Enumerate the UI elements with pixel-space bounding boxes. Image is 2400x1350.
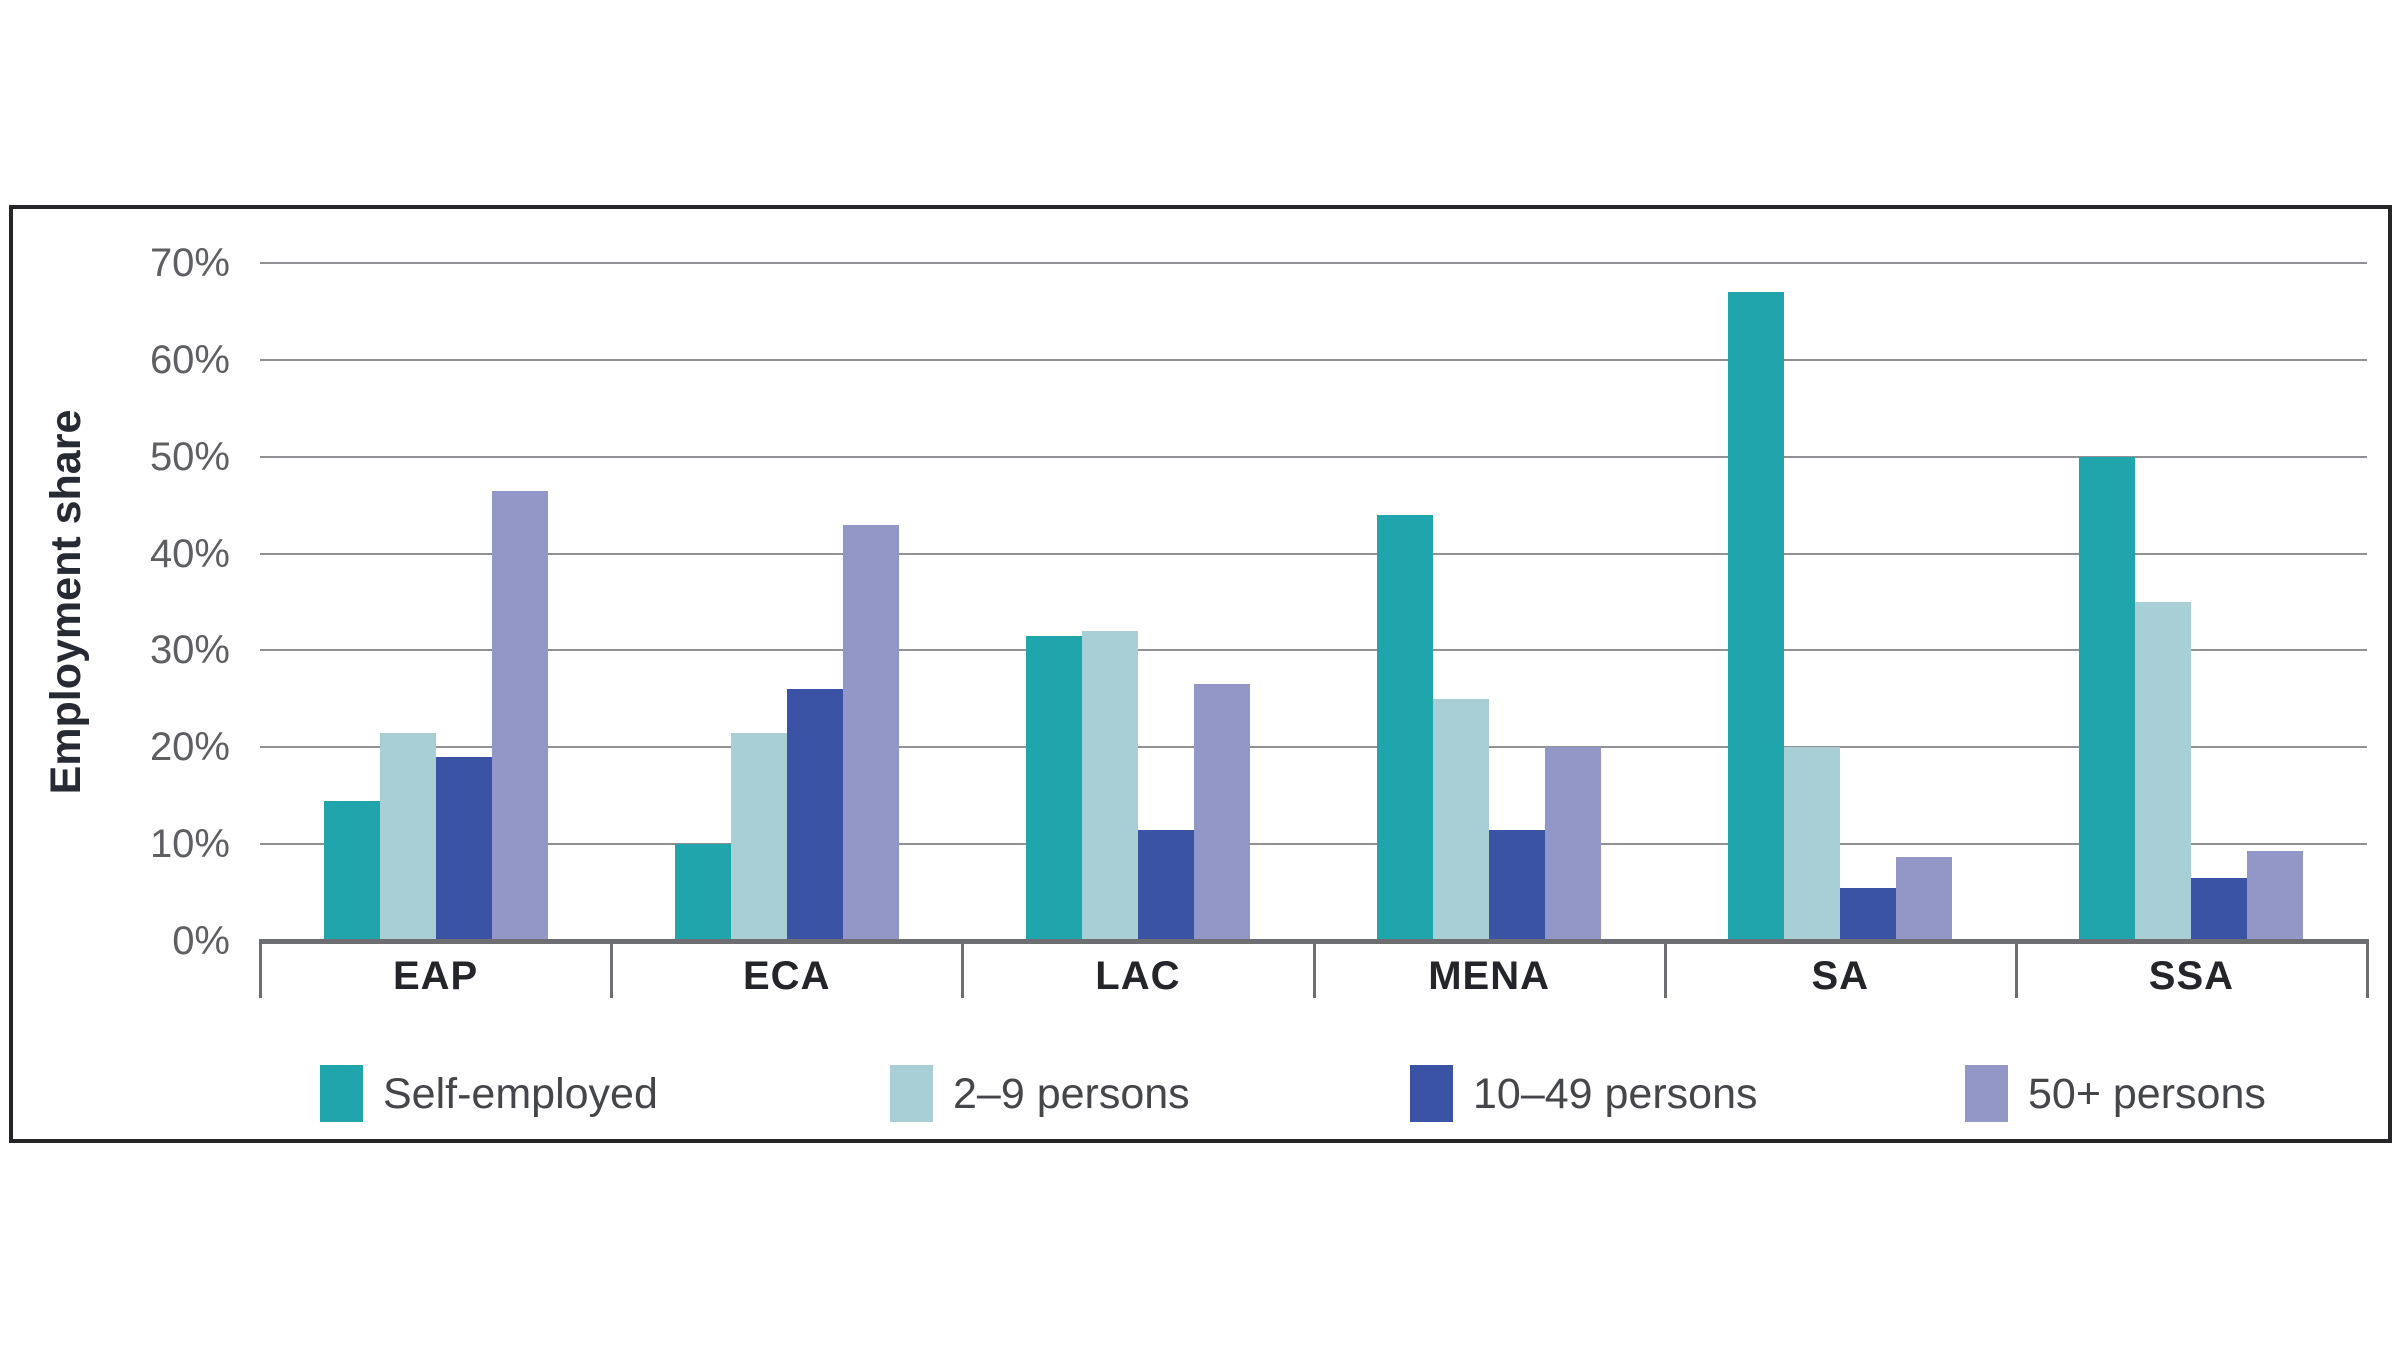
legend-label-2–9 persons: 2–9 persons bbox=[953, 1070, 1190, 1118]
x-category-label-SA: SA bbox=[1811, 954, 1870, 998]
y-tick-label-30%: 30% bbox=[149, 628, 230, 673]
legend-label-Self-employed: Self-employed bbox=[383, 1070, 658, 1118]
bar-EAP-10–49 persons bbox=[435, 756, 492, 941]
x-axis-group-divider bbox=[961, 939, 965, 998]
y-tick-label-70%: 70% bbox=[149, 241, 230, 285]
bar-SSA-Self-employed bbox=[2079, 456, 2136, 941]
gridline-40% bbox=[260, 552, 2367, 555]
y-axis-title: Employment share bbox=[42, 409, 90, 795]
gridline-10% bbox=[260, 843, 2367, 846]
y-tick-label-50%: 50% bbox=[149, 434, 230, 479]
bar-LAC-2–9 persons bbox=[1081, 631, 1138, 941]
bar-ECA-Self-employed bbox=[674, 844, 731, 941]
legend-swatch-10–49 persons bbox=[1410, 1065, 1453, 1122]
x-axis-group-divider bbox=[1663, 939, 1667, 998]
bar-MENA-10–49 persons bbox=[1489, 829, 1546, 941]
bar-ECA-2–9 persons bbox=[730, 732, 787, 941]
y-tick-label-60%: 60% bbox=[149, 337, 230, 382]
y-tick-label-10%: 10% bbox=[149, 822, 230, 867]
bar-MENA-50+ persons bbox=[1545, 747, 1602, 941]
gridline-30% bbox=[260, 649, 2367, 652]
bar-LAC-Self-employed bbox=[1025, 635, 1082, 941]
x-axis-group-divider bbox=[1312, 939, 1316, 998]
bar-EAP-2–9 persons bbox=[379, 732, 436, 941]
chart-panel-border bbox=[9, 205, 2392, 1143]
legend-label-10–49 persons: 10–49 persons bbox=[1473, 1070, 1758, 1118]
y-tick-label-40%: 40% bbox=[149, 531, 230, 576]
bar-SA-10–49 persons bbox=[1840, 887, 1897, 941]
bar-SSA-50+ persons bbox=[2247, 850, 2304, 941]
bar-SSA-2–9 persons bbox=[2135, 602, 2192, 941]
y-tick-label-0%: 0% bbox=[172, 919, 230, 963]
bar-MENA-2–9 persons bbox=[1433, 698, 1490, 941]
gridline-70% bbox=[260, 262, 2367, 264]
x-category-label-ECA: ECA bbox=[743, 954, 831, 998]
bar-SA-2–9 persons bbox=[1784, 747, 1841, 941]
bar-SA-50+ persons bbox=[1896, 856, 1953, 941]
bar-LAC-50+ persons bbox=[1193, 684, 1250, 941]
legend-swatch-50+ persons bbox=[1965, 1065, 2008, 1122]
x-category-label-EAP: EAP bbox=[392, 954, 479, 998]
x-axis-group-divider bbox=[610, 939, 614, 998]
bar-SA-Self-employed bbox=[1728, 292, 1785, 941]
bar-ECA-50+ persons bbox=[842, 524, 899, 941]
x-axis-group-divider bbox=[2014, 939, 2018, 998]
gridline-50% bbox=[260, 455, 2367, 458]
legend-label-50+ persons: 50+ persons bbox=[2028, 1070, 2266, 1118]
y-tick-label-20%: 20% bbox=[149, 725, 230, 770]
gridline-20% bbox=[260, 746, 2367, 749]
x-category-label-LAC: LAC bbox=[1095, 954, 1181, 998]
bar-LAC-10–49 persons bbox=[1137, 829, 1194, 941]
bar-EAP-Self-employed bbox=[323, 800, 380, 941]
legend-swatch-Self-employed bbox=[320, 1065, 363, 1122]
bar-SSA-10–49 persons bbox=[2191, 878, 2248, 941]
x-axis-group-divider bbox=[2366, 939, 2369, 998]
legend-swatch-2–9 persons bbox=[890, 1065, 933, 1122]
bar-MENA-Self-employed bbox=[1377, 514, 1434, 941]
gridline-60% bbox=[260, 358, 2367, 361]
x-category-label-MENA: MENA bbox=[1428, 954, 1550, 998]
bar-ECA-10–49 persons bbox=[786, 689, 843, 941]
x-axis-group-divider bbox=[259, 939, 262, 998]
bar-EAP-50+ persons bbox=[491, 490, 548, 941]
x-category-label-SSA: SSA bbox=[2148, 954, 2235, 998]
